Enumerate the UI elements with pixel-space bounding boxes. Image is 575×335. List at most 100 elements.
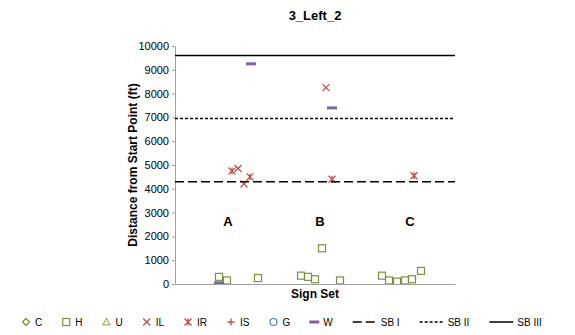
- legend-item: H: [63, 317, 83, 328]
- point: [216, 273, 223, 280]
- legend-item: IR: [185, 317, 208, 328]
- point: [235, 165, 242, 172]
- point: [229, 167, 236, 174]
- legend-swatch: [228, 319, 235, 326]
- y-tick-mark: [172, 165, 175, 166]
- y-tick-label: 7000: [145, 111, 169, 123]
- legend-label: W: [323, 317, 333, 328]
- legend-swatch: [103, 319, 110, 325]
- y-tick-label: 5000: [145, 159, 169, 171]
- y-tick-mark: [172, 94, 175, 95]
- point: [337, 277, 344, 284]
- legend-item: C: [23, 317, 43, 328]
- y-tick-mark: [172, 70, 175, 71]
- y-tick-mark: [172, 236, 175, 237]
- legend-label: U: [115, 317, 122, 328]
- y-tick: 0: [163, 278, 175, 290]
- y-tick: 8000: [145, 88, 175, 100]
- legend-label: IL: [156, 317, 165, 328]
- point: [298, 272, 305, 279]
- legend-label: IR: [197, 317, 207, 328]
- legend-label: SB II: [448, 317, 470, 328]
- annotation: A: [223, 214, 233, 229]
- reference-line: [175, 181, 455, 183]
- legend-swatch: [143, 319, 150, 326]
- y-tick-mark: [172, 284, 175, 285]
- y-tick: 6000: [145, 135, 175, 147]
- marks: [175, 56, 455, 284]
- legend-item: W: [309, 317, 333, 328]
- legend-label: C: [35, 317, 42, 328]
- title: 3_Left_2: [289, 8, 342, 23]
- reference-line: [175, 55, 455, 57]
- y-tick-label: 6000: [145, 135, 169, 147]
- y-tick: 4000: [145, 183, 175, 195]
- legend-label: G: [283, 317, 291, 328]
- legend-item: SB I: [353, 317, 400, 328]
- y-tick: 9000: [145, 64, 175, 76]
- point: [386, 277, 393, 284]
- y-tick-label: 4000: [145, 183, 169, 195]
- legend: C H U IL IR IS G W SB I SB II SB III: [23, 317, 542, 328]
- annotation: B: [315, 214, 324, 229]
- y-tick: 3000: [145, 207, 175, 219]
- point: [394, 278, 401, 284]
- y-tick-label: 10000: [138, 40, 169, 52]
- legend-swatch: [309, 321, 319, 324]
- y-tick-label: 9000: [145, 64, 169, 76]
- legend-label: IS: [240, 317, 250, 328]
- point: [305, 273, 312, 280]
- y-tick-label: 1000: [145, 254, 169, 266]
- legend-item: SB III: [489, 317, 541, 328]
- annotation: C: [405, 214, 415, 229]
- point: [247, 173, 254, 180]
- reference-line: [175, 118, 455, 120]
- y-tick-mark: [172, 141, 175, 142]
- y-tick: 1000: [145, 254, 175, 266]
- y-tick: 5000: [145, 159, 175, 171]
- legend-item: IS: [228, 317, 250, 328]
- plot: 0 1000 2000 3000 4000 5000 6000 7000 8000 9000 100…: [138, 40, 455, 290]
- legend-swatch: [270, 319, 277, 326]
- point: [255, 275, 262, 282]
- point: [246, 62, 256, 65]
- y-tick: 2000: [145, 230, 175, 242]
- point: [409, 276, 416, 283]
- legend-swatch: [23, 319, 30, 326]
- y-tick-label: 2000: [145, 230, 169, 242]
- y-tick-mark: [172, 46, 175, 47]
- y-tick-mark: [172, 189, 175, 190]
- y-axis: 0 1000 2000 3000 4000 5000 6000 7000 8000 9000 100…: [138, 40, 175, 290]
- legend-item: IL: [143, 317, 164, 328]
- x-axis-line: [176, 284, 456, 285]
- legend-label: SB III: [517, 317, 541, 328]
- x-axis-title: Sign Set: [291, 287, 339, 301]
- point: [402, 277, 409, 284]
- point: [214, 281, 224, 284]
- legend-swatch: [353, 321, 377, 323]
- legend-label: SB I: [381, 317, 400, 328]
- point: [312, 276, 319, 283]
- legend-swatch: [185, 319, 192, 326]
- y-tick-label: 3000: [145, 207, 169, 219]
- legend-label: H: [75, 317, 82, 328]
- legend-item: SB II: [420, 317, 470, 328]
- y-axis-line: [175, 47, 176, 285]
- legend-swatch: [489, 321, 513, 323]
- y-axis-title: Distance from Start Point (ft): [126, 83, 140, 246]
- point: [224, 277, 231, 284]
- legend-swatch: [63, 319, 70, 326]
- y-tick: 10000: [138, 40, 175, 52]
- legend-item: U: [103, 317, 123, 328]
- chart: 0 1000 2000 3000 4000 5000 6000 7000 8000 9000 100…: [0, 0, 575, 335]
- point: [319, 245, 326, 252]
- point: [418, 267, 425, 274]
- y-tick-mark: [172, 213, 175, 214]
- y-tick: 7000: [145, 111, 175, 123]
- point: [379, 272, 386, 279]
- point: [323, 84, 330, 91]
- legend-item: G: [270, 317, 291, 328]
- point: [411, 172, 418, 179]
- y-tick-mark: [172, 117, 175, 118]
- x-axis: [176, 284, 456, 285]
